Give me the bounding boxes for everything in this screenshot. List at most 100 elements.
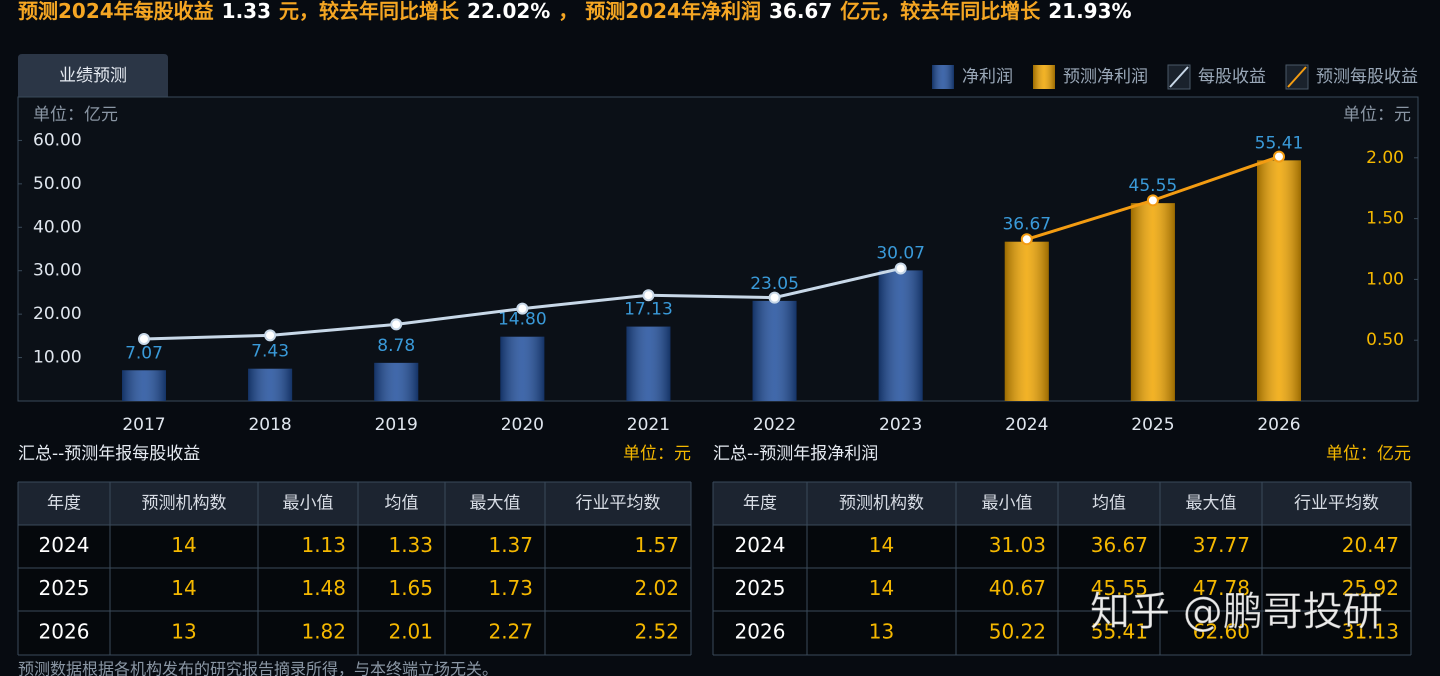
value-label: 45.55 — [1129, 176, 1178, 196]
table-title: 汇总--预测年报净利润 — [713, 444, 878, 464]
value-label: 8.78 — [377, 336, 415, 356]
bar-shade — [1004, 241, 1049, 401]
table-cell: 14 — [171, 576, 196, 600]
table-cell: 2024 — [735, 533, 786, 557]
table-cell: 14 — [869, 533, 894, 557]
table-cell: 20.47 — [1342, 533, 1399, 557]
y2-tick-label: 2.00 — [1366, 148, 1404, 168]
footnote: 预测数据根据各机构发布的研究报告摘录所得，与本终端立场无关。 — [18, 660, 498, 676]
table-cell: 40.67 — [989, 576, 1046, 600]
y-tick-label: 10.00 — [33, 348, 82, 368]
value-label: 7.43 — [251, 342, 289, 362]
table-cell: 2026 — [39, 620, 90, 644]
table-header: 最小值 — [982, 494, 1033, 514]
table-cell: 2.27 — [488, 620, 533, 644]
table-cell: 50.22 — [989, 620, 1046, 644]
value-label: 55.41 — [1255, 133, 1304, 153]
point — [894, 262, 907, 275]
x-tick-label: 2017 — [122, 415, 165, 435]
table-cell: 45.55 — [1091, 576, 1148, 600]
x-tick-label: 2021 — [627, 415, 670, 435]
plot-area — [17, 96, 1419, 402]
header-part: 预测2024年每股收益 — [18, 0, 214, 23]
table-cell: 2.02 — [634, 576, 679, 600]
header: 预测2024年每股收益 1.33 元，较去年同比增长 22.02% ， 预测2024年净… — [18, 0, 1132, 23]
table-cell: 36.67 — [1091, 533, 1148, 557]
x-tick-label: 2024 — [1005, 415, 1048, 435]
table-header-bg — [713, 482, 1411, 525]
point — [1146, 194, 1159, 207]
table-header: 行业平均数 — [576, 494, 661, 514]
table-cell: 1.33 — [388, 533, 433, 557]
table-title: 汇总--预测年报每股收益 — [18, 444, 200, 464]
table-header-bg — [18, 482, 691, 525]
x-tick-label: 2026 — [1257, 415, 1300, 435]
table-cell: 25.92 — [1342, 576, 1399, 600]
table-cell: 14 — [869, 576, 894, 600]
legend-swatch-line — [1169, 66, 1189, 88]
table-unit: 单位：元 — [623, 444, 691, 464]
legend-swatch-line — [1287, 66, 1307, 88]
header-part: 亿元，较去年同比增长 — [840, 0, 1041, 23]
legend-swatch-shade — [1033, 65, 1055, 89]
header-part: 21.93% — [1048, 0, 1131, 23]
point — [1020, 233, 1033, 246]
tab — [18, 54, 168, 97]
table-cell: 1.13 — [301, 533, 346, 557]
legend-label: 净利润 — [962, 67, 1013, 87]
x-tick-label: 2023 — [879, 415, 922, 435]
bar-shade — [878, 270, 923, 401]
value-label: 17.13 — [624, 300, 673, 320]
bar-shade — [122, 370, 166, 401]
table-cell: 13 — [171, 620, 196, 644]
point — [138, 332, 150, 345]
value-label: 36.67 — [1002, 215, 1051, 235]
header-part: ， 预测2024年净利润 — [558, 0, 761, 23]
table-cell: 14 — [171, 533, 196, 557]
bar-shade — [626, 326, 671, 401]
table-cell: 1.73 — [488, 576, 533, 600]
point — [264, 329, 277, 342]
table-header: 均值 — [385, 494, 419, 514]
header-part: 1.33 — [222, 0, 271, 23]
legend-label: 预测每股收益 — [1316, 67, 1418, 87]
x-tick-label: 2025 — [1131, 415, 1174, 435]
unit-right: 单位：元 — [1343, 105, 1411, 125]
table-cell: 31.13 — [1342, 620, 1399, 644]
table-header: 预测机构数 — [142, 494, 227, 514]
table-header: 最大值 — [1186, 494, 1237, 514]
table-unit: 单位：亿元 — [1326, 444, 1411, 464]
bar-shade — [500, 336, 545, 401]
x-tick-label: 2018 — [248, 415, 291, 435]
table-cell: 2024 — [39, 533, 90, 557]
bar-shade — [248, 368, 293, 401]
unit-left: 单位：亿元 — [33, 105, 118, 125]
point — [1273, 150, 1285, 163]
table-cell: 13 — [869, 620, 894, 644]
table-cell: 62.60 — [1193, 620, 1250, 644]
table-cell: 1.37 — [488, 533, 533, 557]
table-body-bg — [18, 525, 691, 655]
y-tick-label: 50.00 — [33, 174, 82, 194]
bar-shade — [1130, 203, 1175, 401]
point — [642, 289, 655, 302]
table-header: 行业平均数 — [1294, 494, 1379, 514]
header-part: 22.02% — [467, 0, 550, 23]
table-cell: 1.48 — [301, 576, 346, 600]
legend-swatch-shade — [932, 65, 954, 89]
header-part: 元，较去年同比增长 — [279, 0, 460, 23]
point — [516, 302, 529, 315]
value-label: 14.80 — [498, 310, 547, 330]
table-cell: 37.77 — [1193, 533, 1250, 557]
table-cell: 1.57 — [634, 533, 679, 557]
table-body-bg — [713, 525, 1411, 655]
table-header: 最大值 — [470, 494, 521, 514]
table-cell: 2.01 — [388, 620, 433, 644]
value-label: 23.05 — [750, 274, 799, 294]
value-label: 7.07 — [125, 343, 163, 363]
table-cell: 47.78 — [1193, 576, 1250, 600]
watermark: 知乎 @鹏哥投研 — [1090, 589, 1383, 635]
value-label: 30.07 — [876, 243, 925, 263]
bar-shade — [752, 300, 797, 401]
